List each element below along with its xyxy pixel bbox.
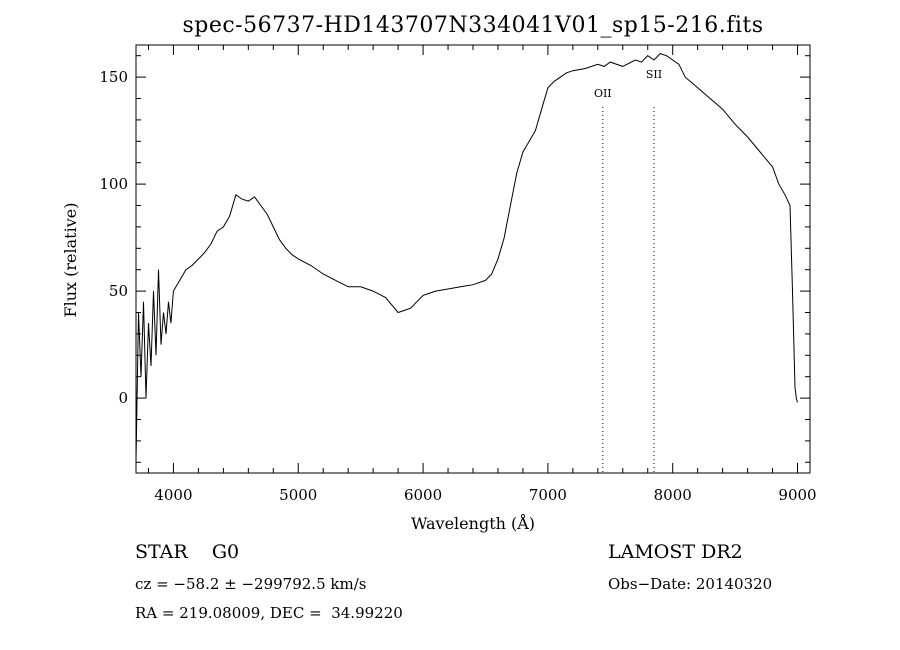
- y-tick-label: 100: [99, 175, 128, 193]
- chart-title: spec-56737-HD143707N334041V01_sp15-216.f…: [182, 13, 763, 38]
- obs-date: Obs−Date: 20140320: [608, 575, 773, 593]
- y-axis: 0 50 100 150: [99, 55, 810, 463]
- x-tick-label: 7000: [529, 486, 567, 504]
- plot-border: [135, 44, 811, 474]
- x-axis-label: Wavelength (Å): [411, 513, 535, 533]
- redshift-readout: cz = −58.2 ± −299792.5 km/s: [135, 575, 367, 593]
- y-tick-label: 50: [109, 282, 128, 300]
- coordinates: RA = 219.08009, DEC = 34.99220: [135, 604, 403, 622]
- spectral-line-markers: OII SII: [594, 68, 662, 473]
- marker-label: OII: [594, 87, 612, 100]
- plot-frame: [135, 44, 811, 474]
- x-tick-label: 6000: [404, 486, 442, 504]
- y-tick-label: 150: [99, 68, 128, 86]
- y-axis-label: Flux (relative): [61, 203, 80, 318]
- x-tick-label: 8000: [654, 486, 692, 504]
- x-tick-label: 4000: [154, 486, 192, 504]
- x-tick-label: 5000: [279, 486, 317, 504]
- x-axis: 4000 5000 6000 7000 8000 9000: [147, 45, 817, 504]
- spectrum-series-line: [135, 53, 798, 463]
- object-class: STAR G0: [135, 541, 240, 563]
- y-tick-label: 0: [118, 389, 128, 407]
- survey-name: LAMOST DR2: [608, 541, 743, 563]
- x-tick-label: 9000: [778, 486, 816, 504]
- marker-label: SII: [646, 68, 662, 81]
